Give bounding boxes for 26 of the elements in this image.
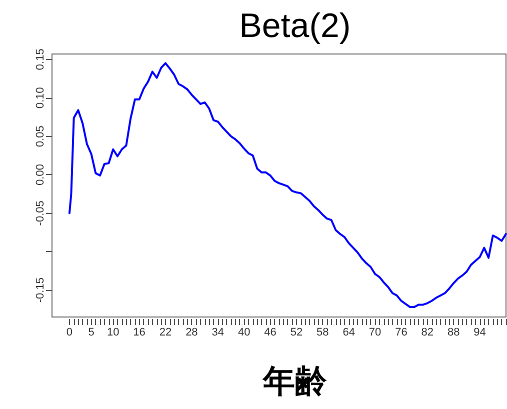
- y-tick-label: 0.00: [34, 164, 46, 186]
- x-tick-label: 82: [421, 326, 434, 338]
- x-tick-label: 16: [133, 326, 146, 338]
- y-tick-label: 0.05: [34, 126, 46, 147]
- x-tick-label: 34: [212, 326, 224, 338]
- x-tick-label: 76: [395, 326, 408, 338]
- x-tick-label: 58: [316, 326, 329, 338]
- x-tick-label: 94: [474, 326, 486, 338]
- line-series: [68, 62, 507, 308]
- x-tick-label: 28: [186, 326, 198, 338]
- x-tick-label: 40: [238, 326, 250, 338]
- y-tick-label: -0.15: [34, 278, 46, 303]
- x-tick-label: 70: [368, 326, 382, 338]
- y-tick-label: 0.10: [34, 87, 46, 109]
- y-tick-label: -0.05: [34, 200, 46, 226]
- x-axis-title: 年齢: [262, 363, 327, 399]
- chart-title: Beta(2): [239, 7, 351, 45]
- x-tick-label: 46: [264, 326, 276, 338]
- y-tick-label: 0.15: [34, 48, 46, 70]
- x-tick-label: 5: [88, 326, 94, 338]
- x-tick-label: 52: [290, 326, 303, 338]
- x-tick-label: 64: [342, 326, 355, 338]
- x-tick-label: 88: [447, 326, 460, 338]
- x-tick-label: 10: [106, 326, 120, 338]
- x-tick-label: 22: [159, 326, 172, 338]
- x-tick-label: 0: [66, 326, 73, 338]
